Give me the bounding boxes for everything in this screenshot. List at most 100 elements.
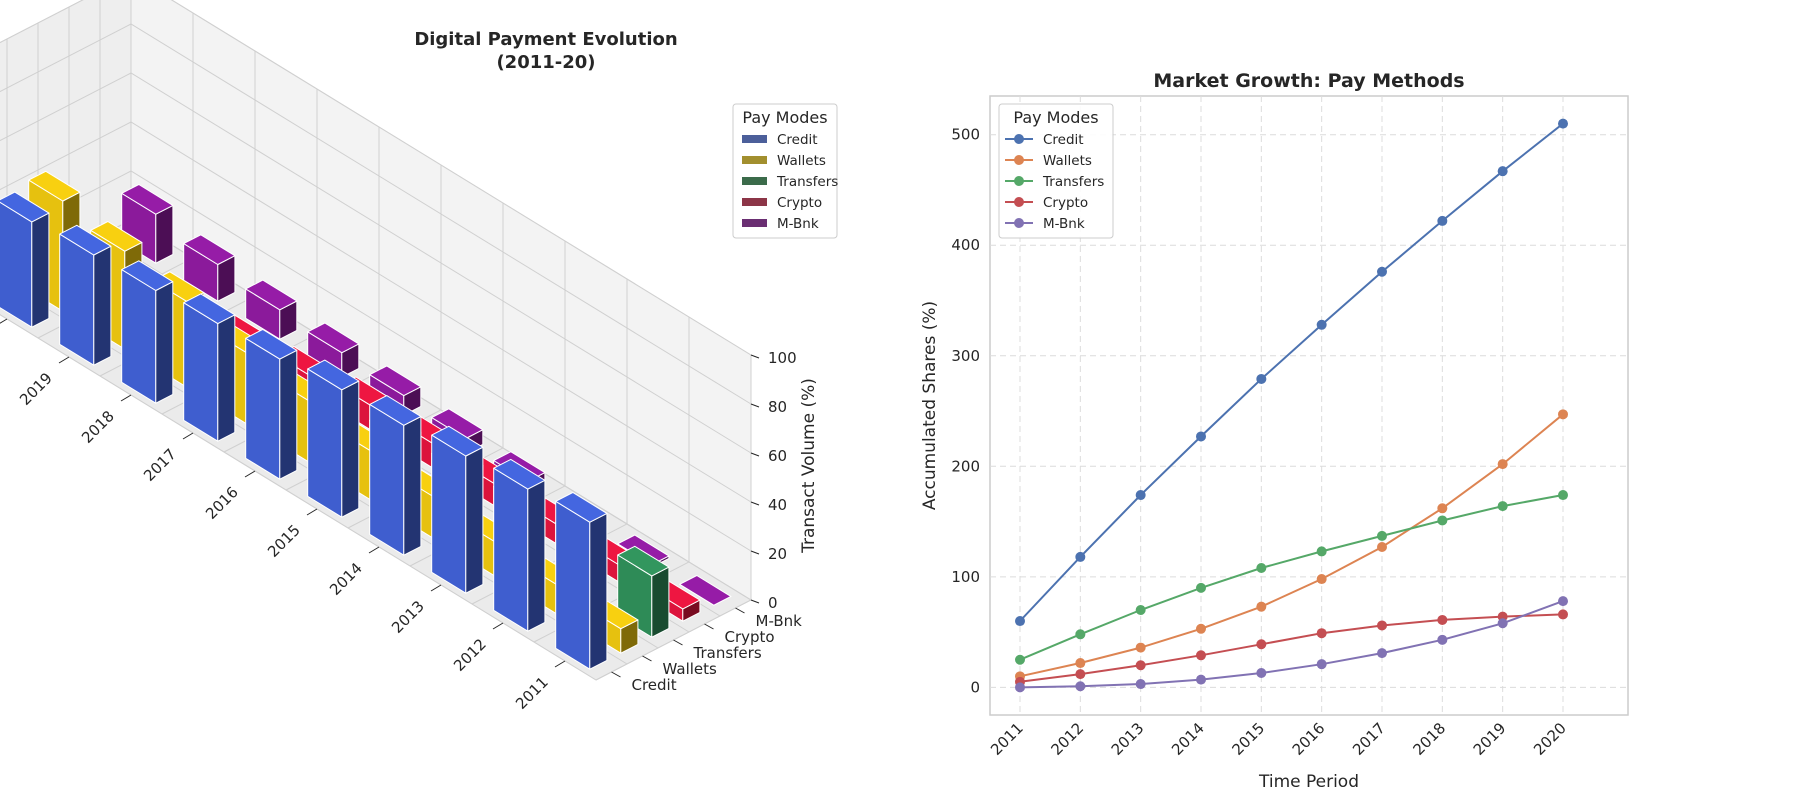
bar-credit-2019	[60, 225, 111, 365]
data-point	[1498, 501, 1508, 511]
data-point	[1437, 503, 1447, 513]
bar-face-front	[308, 369, 342, 517]
data-point	[1558, 609, 1568, 619]
data-point	[1136, 643, 1146, 653]
bar-face-front	[0, 201, 32, 327]
data-point	[1558, 596, 1568, 606]
data-point	[1437, 615, 1447, 625]
z-tick-label: 20	[768, 545, 787, 563]
x-tick-mark	[59, 357, 69, 363]
data-point	[1498, 618, 1508, 628]
bar-face-front	[494, 468, 528, 631]
y-tick-label: 400	[951, 236, 980, 254]
legend-label: Wallets	[1043, 153, 1092, 169]
z-axis-label: Transact Volume (%)	[799, 378, 819, 554]
x-tick-label: 2015	[264, 521, 304, 561]
bar-credit-2014	[370, 396, 421, 556]
data-point	[1256, 639, 1266, 649]
x-tick-mark	[431, 585, 441, 591]
z-tick-mark	[751, 502, 759, 505]
y-tick-label: Crypto	[725, 628, 775, 646]
z-tick-mark	[751, 551, 759, 554]
legend-marker	[1014, 197, 1024, 207]
legend-label: Transfers	[1042, 174, 1104, 190]
x-tick-label: 2017	[1349, 719, 1389, 759]
data-point	[1075, 669, 1085, 679]
data-point	[1317, 628, 1327, 638]
chart-3d-bar: Digital Payment Evolution(2011-20)201120…	[0, 0, 900, 800]
data-point	[1075, 552, 1085, 562]
x-tick-label: 2018	[1409, 719, 1449, 759]
y-tick-mark	[643, 656, 652, 661]
bar-face-side	[218, 315, 235, 441]
chart-line: Market Growth: Pay Methods01002003004005…	[900, 0, 1800, 800]
z-tick-label: 0	[768, 594, 778, 612]
data-point	[1558, 119, 1568, 129]
bar-face-side	[404, 417, 421, 556]
bar-face-front	[246, 338, 280, 479]
x-tick-label: 2017	[140, 445, 180, 485]
data-point	[1196, 675, 1206, 685]
x-tick-label: 2013	[388, 597, 428, 637]
data-point	[1498, 166, 1508, 176]
legend-marker	[1014, 176, 1024, 186]
data-point	[1437, 515, 1447, 525]
bar-face-front	[432, 435, 466, 593]
legend-swatch-credit	[742, 135, 767, 143]
x-tick-mark	[555, 661, 565, 667]
bar-credit-2015	[308, 360, 359, 517]
bar-face-side	[156, 282, 173, 404]
chart-3d-title-line: Digital Payment Evolution	[414, 29, 677, 50]
data-point	[1317, 659, 1327, 669]
bar-face-side	[590, 513, 607, 669]
legend-label: Credit	[777, 132, 818, 148]
y-tick-mark	[736, 608, 745, 613]
bar-face-side	[652, 567, 669, 637]
bar-face-front	[184, 303, 218, 442]
z-tick-label: 80	[768, 398, 787, 416]
x-tick-mark	[245, 471, 255, 477]
data-point	[1075, 681, 1085, 691]
legend-marker	[1014, 134, 1024, 144]
legend-label: Transfers	[776, 174, 838, 190]
data-point	[1136, 660, 1146, 670]
data-point	[1377, 620, 1387, 630]
bar-face-side	[156, 205, 173, 263]
z-tick-label: 60	[768, 447, 787, 465]
legend-marker	[1014, 218, 1024, 228]
data-point	[1136, 679, 1146, 689]
x-tick-label: 2018	[78, 407, 118, 447]
data-point	[1256, 602, 1266, 612]
data-point	[1015, 616, 1025, 626]
data-point	[1256, 374, 1266, 384]
x-tick-mark	[183, 433, 193, 439]
data-point	[1437, 216, 1447, 226]
x-tick-mark	[493, 623, 503, 629]
x-tick-label: 2014	[1168, 719, 1208, 759]
data-point	[1558, 409, 1568, 419]
legend-label: Crypto	[1043, 195, 1088, 211]
y-tick-mark	[674, 640, 683, 645]
x-tick-mark	[0, 319, 7, 325]
data-point	[1558, 490, 1568, 500]
data-point	[1075, 629, 1085, 639]
legend-marker	[1014, 155, 1024, 165]
legend-label: Wallets	[777, 153, 826, 169]
data-point	[1317, 546, 1327, 556]
bar-credit-2012	[494, 459, 545, 631]
data-point	[1075, 658, 1085, 668]
y-tick-mark	[705, 624, 714, 629]
bar-face-side	[280, 350, 297, 479]
legend-label: Crypto	[777, 195, 822, 211]
bar-face-side	[342, 381, 359, 517]
legend-swatch-crypto	[742, 198, 767, 206]
y-tick-label: 100	[951, 568, 980, 586]
data-point	[1377, 648, 1387, 658]
z-tick-mark	[751, 453, 759, 456]
bar-face-front	[122, 270, 156, 404]
y-tick-mark	[612, 672, 621, 677]
x-tick-mark	[369, 547, 379, 553]
data-point	[1377, 531, 1387, 541]
x-tick-label: 2013	[1108, 719, 1148, 759]
bar-credit-2016	[246, 329, 297, 479]
